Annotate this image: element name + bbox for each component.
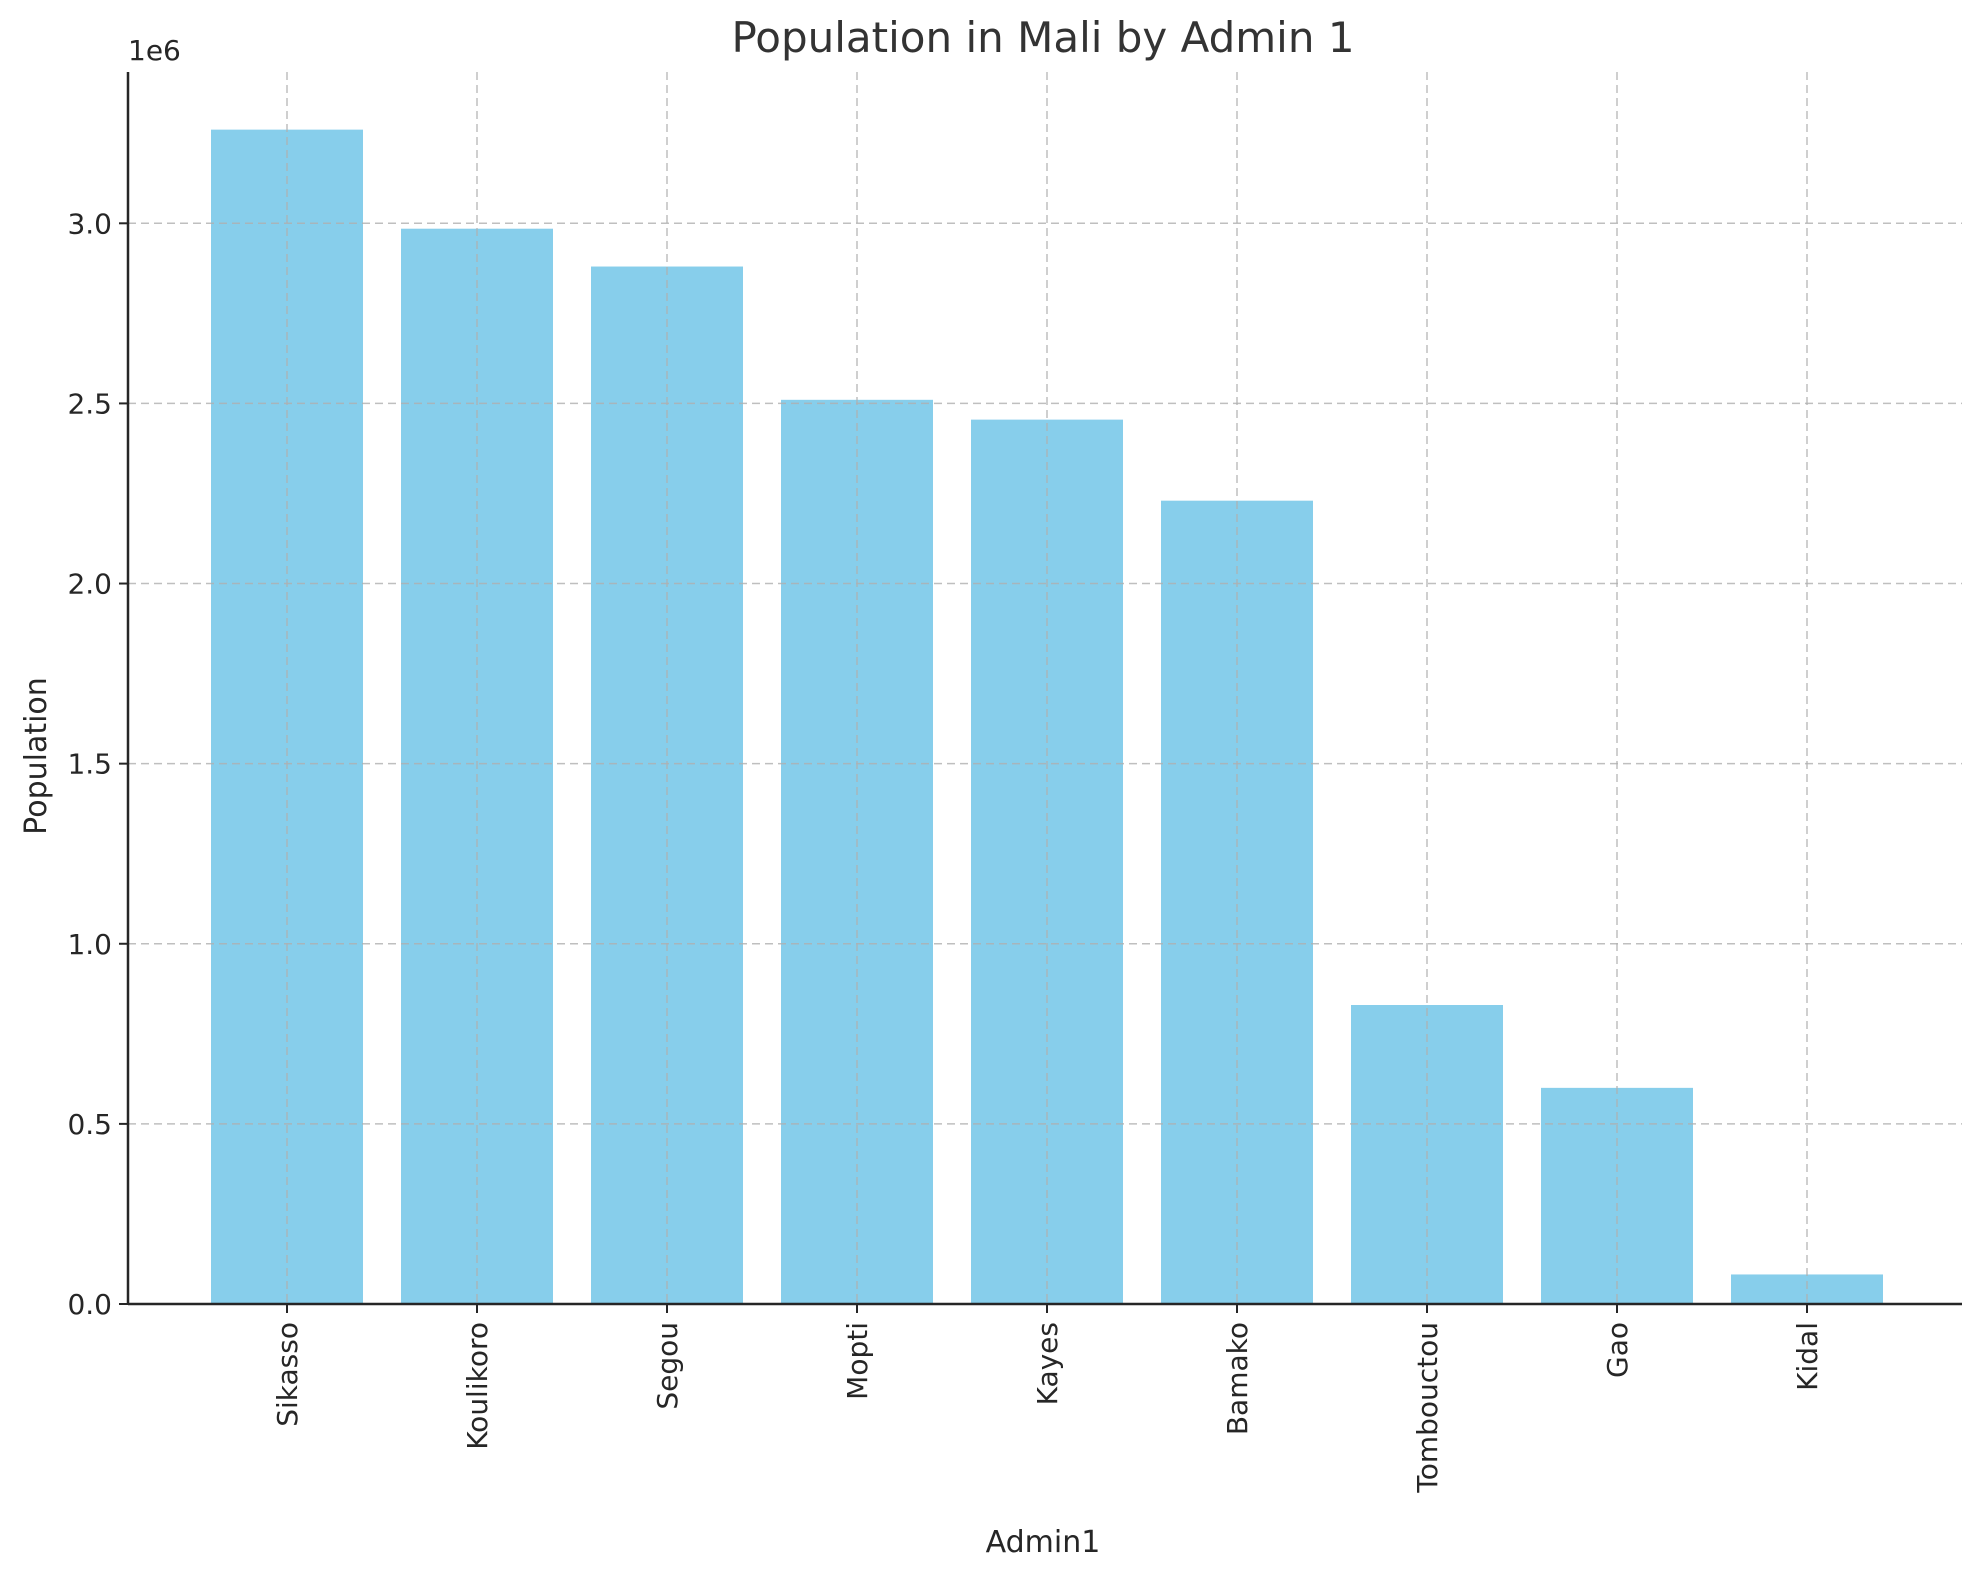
y-tick-label: 0.5 [67,1108,112,1141]
ticks: 0.0 0.5 1.0 1.5 2.0 2.5 3.0 Sikasso Koulikoro Seg… [67,207,1824,1493]
x-tick-label: Tombouctou [1411,1322,1444,1494]
y-tick-label: 2.0 [67,568,112,601]
x-tick-label: Sikasso [271,1322,304,1427]
x-tick-label: Mopti [841,1322,874,1400]
y-offset-label: 1e6 [128,34,181,67]
chart-title: Population in Mali by Admin 1 [731,13,1354,62]
x-axis-label: Admin1 [986,1525,1101,1560]
grid [128,72,1962,1305]
y-tick-label: 1.0 [67,928,112,961]
axes [126,72,1962,1306]
x-tick-label: Koulikoro [461,1322,494,1450]
x-tick-label: Kayes [1031,1322,1064,1405]
y-tick-label: 3.0 [67,207,112,240]
y-tick-label: 0.0 [67,1288,112,1321]
y-tick-label: 1.5 [67,748,112,781]
x-tick-label: Bamako [1221,1322,1254,1435]
y-tick-label: 2.5 [67,387,112,420]
x-tick-label: Gao [1601,1322,1634,1378]
x-tick-label: Kidal [1791,1322,1824,1391]
bar-segou [591,266,743,1304]
x-tick-label: Segou [651,1322,684,1410]
y-axis-label: Population [19,677,54,835]
